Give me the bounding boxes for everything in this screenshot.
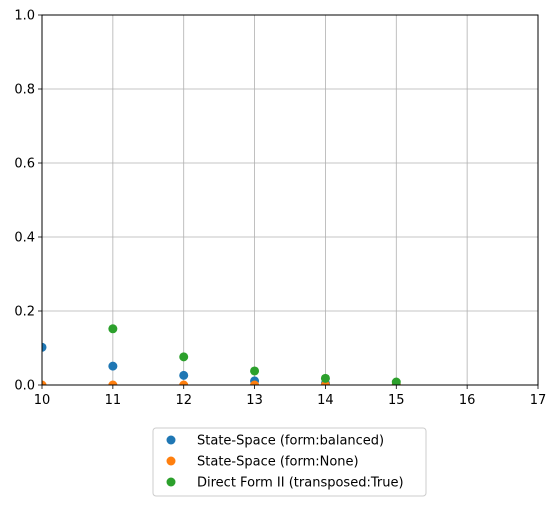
y-tick-label: 0.4 (14, 231, 35, 246)
x-tick-label: 13 (246, 393, 263, 408)
plot-frame (41, 14, 539, 386)
series-3 (108, 324, 401, 385)
x-tick-label: 14 (317, 393, 334, 408)
legend-label: State-Space (form:None) (197, 455, 359, 470)
y-tick-label: 1.0 (14, 9, 35, 24)
y-tick-label: 0.2 (14, 305, 35, 320)
data-point (250, 366, 260, 376)
legend: State-Space (form:balanced) State-Space (… (152, 427, 427, 497)
y-tick-label: 0.8 (14, 83, 35, 98)
data-point (108, 380, 118, 385)
data-point (108, 324, 118, 334)
x-tick-label: 17 (530, 393, 547, 408)
data-point (179, 352, 189, 362)
data-point (108, 361, 118, 371)
x-tick-label: 12 (175, 393, 192, 408)
legend-marker (166, 477, 176, 487)
data-points (42, 324, 401, 385)
data-point (320, 373, 330, 383)
legend-box (152, 427, 427, 497)
legend-marker (166, 435, 176, 445)
x-tick-label: 11 (105, 393, 122, 408)
data-point (179, 370, 189, 380)
x-tick-label: 10 (34, 393, 51, 408)
legend-marker (166, 456, 176, 466)
data-point (179, 380, 189, 385)
x-tick-label: 15 (388, 393, 405, 408)
y-tick-label: 0.0 (14, 379, 35, 394)
data-point (42, 380, 47, 385)
x-tick-label: 16 (459, 393, 476, 408)
data-point (391, 377, 401, 385)
legend-label: State-Space (form:balanced) (197, 434, 384, 449)
legend-label: Direct Form II (transposed:True) (197, 476, 404, 491)
y-tick-label: 0.6 (14, 157, 35, 172)
data-point (42, 342, 47, 352)
data-point (250, 380, 260, 385)
axis-ticks: 10 11 12 13 14 15 16 17 0.0 0.2 0.4 0.6 0.8 1.0 (14, 9, 546, 409)
